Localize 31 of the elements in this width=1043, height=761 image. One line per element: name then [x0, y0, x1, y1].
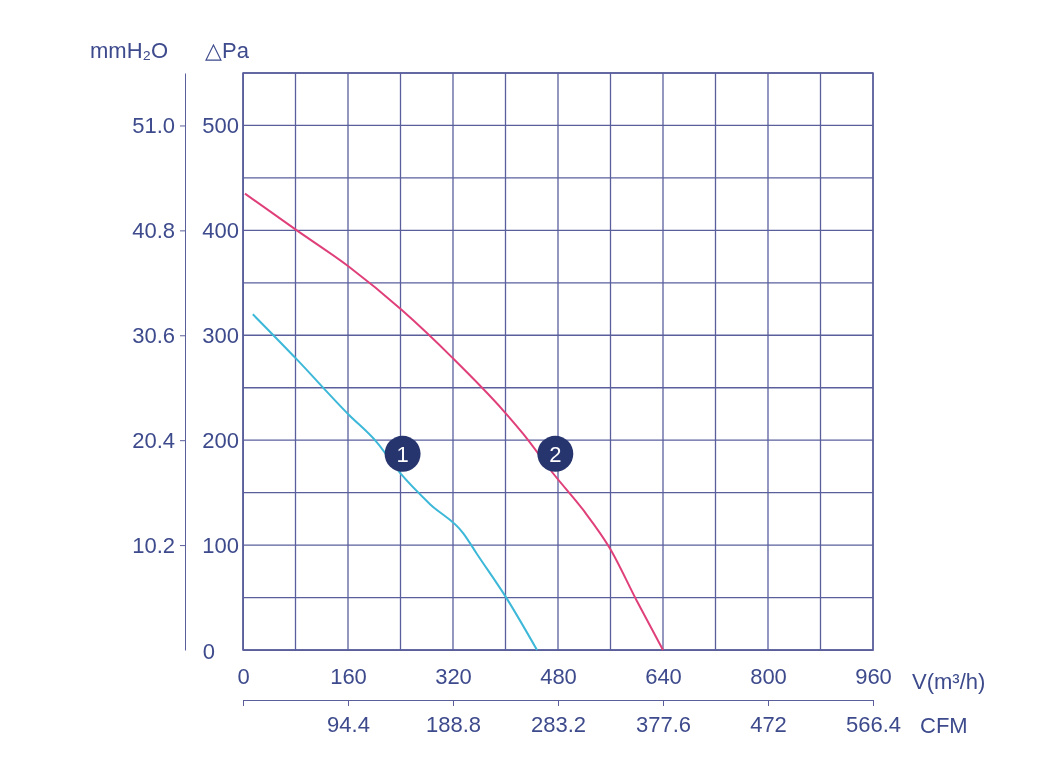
x-tick-label: 480: [540, 663, 577, 689]
y2-tick-label: 51.0: [132, 112, 175, 138]
y2-tick-label: 10.2: [132, 532, 175, 558]
x-tick-label: 640: [645, 663, 682, 689]
x-tick-label: 160: [330, 663, 367, 689]
series-label: 2: [549, 441, 562, 467]
x2-tick-label: 566.4: [845, 711, 902, 737]
x2-axis-title: CFM: [920, 713, 968, 738]
x2-tick-label: 472: [750, 711, 787, 737]
series-label: 1: [396, 441, 409, 467]
x2-tick-label: 188.8: [425, 711, 482, 737]
y-axis-title: △Pa: [205, 38, 250, 63]
y-tick-label: 300: [202, 322, 239, 348]
line-series: [251, 313, 538, 651]
x2-tick-label: 377.6: [635, 711, 692, 737]
y2-tick-label: 20.4: [132, 427, 175, 453]
y-tick-label: 0: [202, 638, 215, 664]
y2-tick-label: 40.8: [132, 217, 175, 243]
x-tick-label: 960: [855, 663, 892, 689]
y2-axis-title: mmH₂O: [90, 38, 169, 63]
y-tick-label: 400: [202, 217, 239, 243]
line-series: [243, 192, 664, 651]
x2-tick-label: 94.4: [327, 711, 370, 737]
y-tick-label: 500: [202, 112, 239, 138]
x2-tick-label: 283.2: [530, 711, 587, 737]
y-tick-label: 200: [202, 427, 239, 453]
x-tick-label: 320: [435, 663, 472, 689]
y2-tick-label: 30.6: [132, 322, 175, 348]
y-tick-label: 100: [202, 532, 239, 558]
x-tick-label: 800: [750, 663, 787, 689]
x-axis-title: V(m³/h): [912, 669, 986, 694]
